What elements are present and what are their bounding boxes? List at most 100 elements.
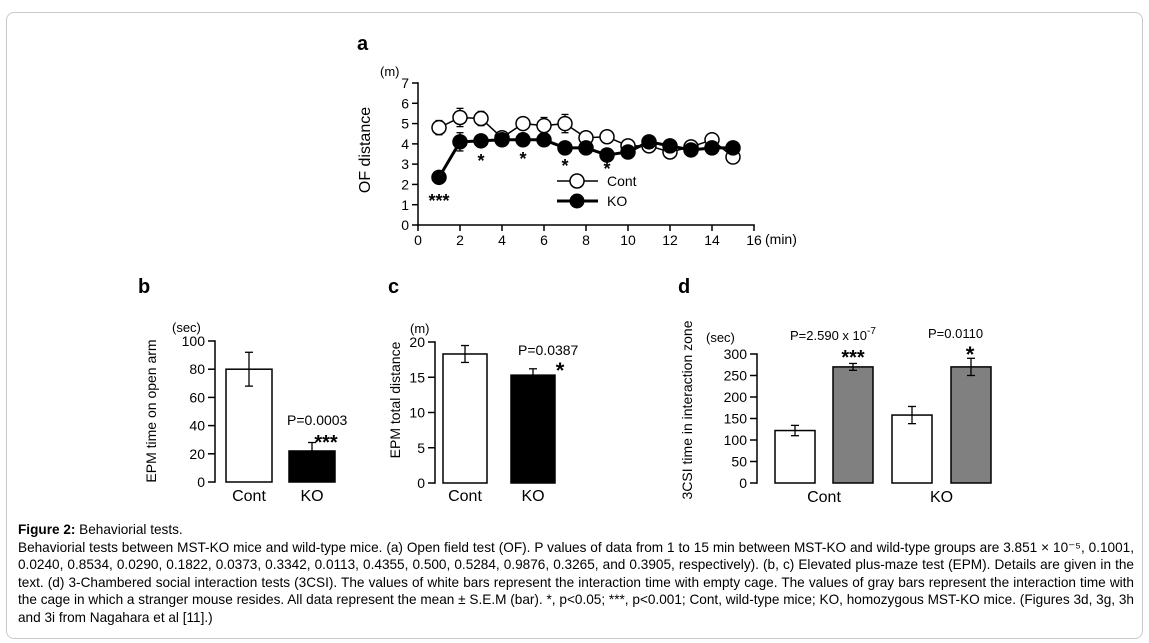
panel-a-x-tick-label: 2 (456, 232, 464, 248)
panel-d-p-value-cont-exponent: -7 (867, 326, 876, 337)
panel-b-p-value: P=0.0003 (287, 412, 348, 428)
panel-a-y-unit: (m) (380, 64, 400, 79)
caption-body: Behaviorial tests between MST-KO mice an… (18, 539, 1134, 625)
panel-a-y-label: OF distance (357, 107, 374, 193)
series-ko-point (578, 140, 594, 156)
panel-d-significance-cont: *** (841, 347, 865, 369)
legend-ko-marker (569, 193, 585, 209)
series-cont-point (536, 117, 552, 134)
panel-d-category-label: Cont (807, 489, 841, 506)
panel-d-p-value-cont-main: P=2.590 x 10 (790, 328, 867, 343)
panel-c-letter: c (388, 276, 399, 298)
legend-cont-label: Cont (607, 173, 637, 189)
panel-b-y-tick-label: 80 (189, 361, 205, 377)
panel-a-y-tick-label: 6 (401, 95, 409, 111)
panel-c-y-tick-label: 20 (409, 334, 425, 350)
series-ko-point (515, 132, 531, 148)
panel-a-x-unit: (min) (765, 231, 797, 247)
series-ko-point (683, 142, 699, 158)
series-ko-point (473, 133, 489, 149)
panel-d-category-label: KO (930, 489, 953, 506)
panel-a-y-tick-label: 5 (401, 116, 409, 132)
caption-title-line: Figure 2: Behaviorial tests. (18, 521, 1134, 539)
panel-c-p-value: P=0.0387 (518, 342, 579, 358)
caption-title: Figure 2: (18, 522, 76, 537)
panel-a-significance-marker: * (603, 159, 610, 179)
panel-c-y-tick-label: 5 (417, 440, 425, 456)
panel-b-category-label: Cont (232, 488, 266, 505)
panel-c-bar-cont (442, 353, 488, 484)
series-ko-point (452, 134, 468, 150)
panel-c-y-tick-label: 15 (409, 369, 425, 385)
panel-b-y-unit: (sec) (172, 320, 201, 335)
panel-a-significance-marker: * (477, 151, 484, 171)
panel-b-y-label: EPM time on open arm (143, 339, 159, 482)
panel-a-significance-marker: * (561, 156, 568, 176)
series-ko-point (494, 132, 510, 148)
panel-b-bar-cont (225, 368, 273, 483)
panel-d-bar-ko-gray (950, 366, 992, 484)
panel-a-significance-marker: *** (428, 191, 449, 211)
panel-d-y-unit: (sec) (706, 330, 735, 345)
panel-c-chart: c (m) EPM total distance 0 5 10 15 20 Cont KO… (387, 276, 579, 505)
panel-d-y-label: 3CSI time in interaction zone (679, 320, 695, 499)
panel-d-y-tick-label: 100 (724, 432, 748, 448)
panel-a-x-tick-label: 8 (582, 232, 590, 248)
panel-a-y-tick-label: 7 (401, 75, 409, 91)
legend-ko-label: KO (607, 193, 627, 209)
panel-b-y-tick-label: 20 (189, 446, 205, 462)
panel-d-p-value-ko: P=0.0110 (928, 326, 983, 341)
series-ko-point (620, 144, 636, 160)
panel-b-chart: b (sec) EPM time on open arm 0 20 40 60 80 10… (138, 276, 348, 505)
panel-d-bar-ko-white (891, 414, 933, 484)
panel-d-y-tick-label: 300 (724, 346, 748, 362)
panel-d-letter: d (678, 276, 690, 298)
panel-a-y-tick-label: 3 (401, 156, 409, 172)
panel-d-y-tick-label: 250 (724, 368, 748, 384)
panel-d-bar-cont-white (774, 429, 816, 484)
panel-d-y-tick-label: 50 (731, 454, 747, 470)
panel-a-x-tick-label: 12 (662, 232, 678, 248)
panel-a-x-tick-label: 16 (746, 232, 762, 248)
series-ko-point (704, 140, 720, 156)
series-cont-point (599, 129, 615, 145)
panel-b-y-tick-label: 0 (197, 474, 205, 490)
panel-a-y-tick-label: 4 (401, 136, 409, 152)
panel-d-y-tick-label: 150 (724, 411, 748, 427)
series-ko-point (725, 140, 741, 156)
panel-b-y-tick-label: 100 (182, 333, 206, 349)
panel-b-y-tick-label: 60 (189, 389, 205, 405)
panel-c-y-unit: (m) (410, 321, 430, 336)
series-cont-point (431, 119, 447, 136)
caption-title-rest: Behaviorial tests. (75, 522, 183, 537)
series-cont-point (557, 115, 573, 132)
panel-c-y-tick-label: 0 (417, 475, 425, 491)
panel-c-bar-ko (510, 374, 556, 484)
panel-a-x-tick-label: 4 (498, 232, 506, 248)
panel-a-legend: Cont KO (557, 173, 637, 209)
panel-b-category-label: KO (300, 488, 323, 505)
panel-b-significance: *** (314, 432, 338, 454)
panel-a-x-tick-label: 10 (620, 232, 636, 248)
series-ko-point (641, 134, 657, 150)
panel-d-significance-ko: * (966, 342, 975, 367)
panel-c-significance: * (556, 358, 565, 383)
panel-a-y-tick-label: 1 (401, 197, 409, 213)
series-cont-point (515, 115, 531, 132)
legend-cont-marker (569, 173, 585, 189)
series-ko-point (557, 140, 573, 156)
panel-c-category-label: KO (521, 488, 544, 505)
panel-c-category-label: Cont (448, 488, 482, 505)
series-ko-point (536, 132, 552, 148)
panel-a-y-tick-label: 2 (401, 176, 409, 192)
panel-d-y-tick-label: 0 (739, 475, 747, 491)
panel-d-p-value-cont: P=2.590 x 10-7 (790, 326, 876, 343)
panel-a-letter: a (357, 33, 369, 55)
panel-a-x-tick-label: 0 (414, 232, 422, 248)
series-cont-point (473, 110, 489, 127)
panel-a-significance-marker: * (519, 149, 526, 169)
series-ko-point (662, 138, 678, 154)
panel-d-y-tick-label: 200 (724, 389, 748, 405)
panel-d-chart: d (sec) 3CSI time in interaction zone 0 5… (678, 276, 992, 506)
